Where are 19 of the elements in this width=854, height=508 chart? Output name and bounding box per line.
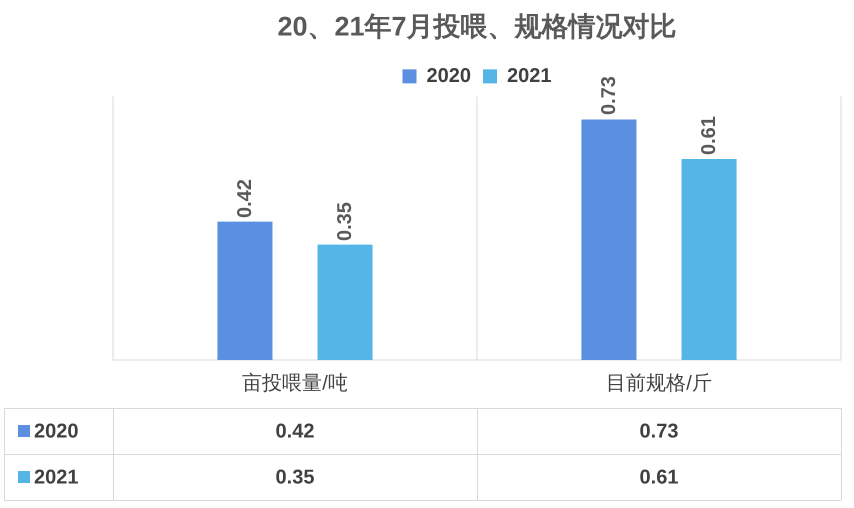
bar — [581, 119, 636, 360]
text: 0.42 — [276, 420, 314, 443]
data-label: 0.42 — [234, 178, 256, 218]
legend-label: 2021 — [507, 64, 552, 87]
text: 0.73 — [640, 420, 678, 443]
bar — [217, 222, 272, 360]
x-tick-label: 目前规格/斤 — [606, 372, 712, 395]
bar — [682, 159, 737, 360]
data-label: 0.73 — [598, 76, 620, 116]
legend-label: 2020 — [426, 64, 472, 87]
text: 0.35 — [276, 466, 314, 489]
bar — [318, 244, 373, 360]
data-label: 0.35 — [334, 202, 356, 241]
text: 0.61 — [640, 466, 678, 489]
text: 2021 — [34, 466, 78, 489]
chart-title: 20、21年7月投喂、规格情况对比 — [277, 12, 677, 42]
data-label: 0.61 — [698, 116, 720, 155]
text: 2020 — [34, 420, 78, 443]
x-tick-label: 亩投喂量/吨 — [242, 372, 348, 395]
